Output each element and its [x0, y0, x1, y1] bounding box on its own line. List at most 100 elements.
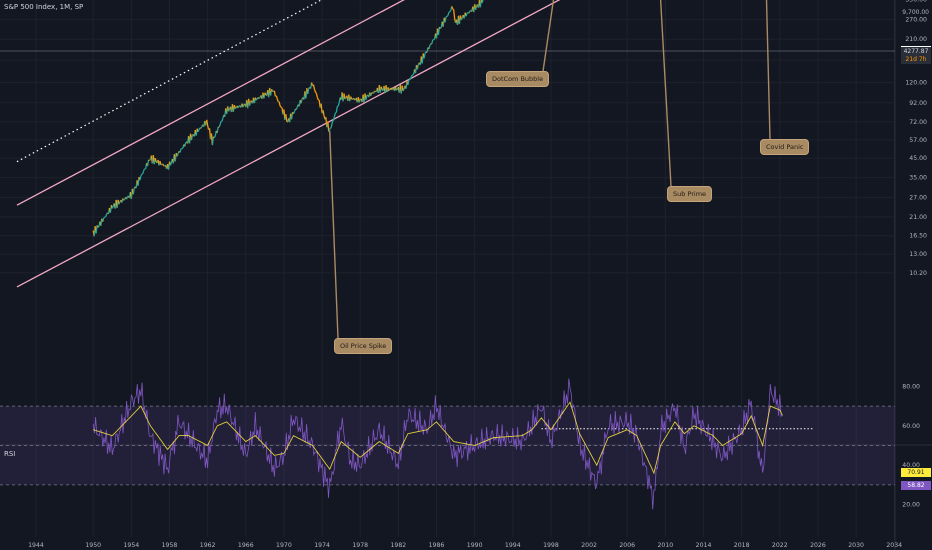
- y-tick-label: 13.00: [909, 251, 927, 258]
- price-segment: [280, 106, 283, 109]
- price-segment: [412, 73, 415, 76]
- price-segment: [218, 124, 221, 128]
- price-segment: [169, 162, 173, 166]
- price-segment: [411, 74, 414, 77]
- price-segment: [433, 38, 436, 41]
- price-segment: [409, 78, 412, 81]
- x-tick-label: 1982: [390, 542, 406, 549]
- price-segment: [160, 163, 163, 166]
- price-segment: [118, 201, 121, 205]
- y-tick-label: 10.20: [909, 270, 927, 277]
- price-segment: [234, 107, 237, 110]
- rsi-tick-label: 40.00: [902, 462, 920, 469]
- x-tick-label: 1966: [238, 542, 254, 549]
- price-segment: [410, 75, 413, 79]
- x-tick-label: 1994: [505, 542, 521, 549]
- price-segment: [257, 97, 260, 99]
- price-segment: [292, 111, 296, 115]
- price-segment: [329, 127, 332, 130]
- price-segment: [179, 148, 182, 153]
- price-segment: [337, 102, 340, 107]
- price-segment: [424, 51, 427, 54]
- price-segment: [200, 126, 203, 129]
- price-segment: [216, 126, 219, 134]
- price-segment: [221, 117, 224, 122]
- price-segment: [279, 105, 282, 108]
- rsi-value-badge: 58.82: [901, 481, 931, 490]
- x-tick-label: 1950: [85, 542, 101, 549]
- x-tick-label: 2006: [619, 542, 635, 549]
- price-segment: [330, 120, 334, 127]
- price-segment: [278, 101, 281, 107]
- rsi-lines: [0, 378, 895, 510]
- annotation-pointer: [659, 0, 672, 187]
- annotation-pointer: [540, 0, 555, 86]
- x-tick-label: 1998: [543, 542, 559, 549]
- x-tick-label: 1990: [467, 542, 483, 549]
- x-tick-label: 2018: [734, 542, 750, 549]
- price-segment: [449, 10, 452, 13]
- price-segment: [423, 53, 426, 59]
- x-tick-label: 2030: [848, 542, 864, 549]
- price-segment: [142, 170, 145, 174]
- price-segment: [335, 111, 337, 114]
- price-segment: [460, 17, 463, 21]
- x-tick-label: 1944: [28, 542, 44, 549]
- rsi-ma-line: [93, 401, 783, 475]
- price-segment: [479, 0, 482, 8]
- price-segment: [316, 97, 319, 101]
- rsi-tick-label: 20.00: [902, 502, 920, 509]
- rsi-tick-label: 60.00: [902, 423, 920, 430]
- sub-prime-label[interactable]: Sub Prime: [667, 186, 713, 202]
- x-tick-label: 1970: [276, 542, 292, 549]
- y-tick-label: 45.00: [909, 155, 927, 162]
- price-segment: [370, 92, 373, 97]
- dotcom-bubble-label[interactable]: DotCom Bubble: [486, 71, 550, 87]
- price-segment: [184, 142, 187, 147]
- price-segment: [197, 128, 200, 133]
- price-segment: [438, 26, 441, 29]
- price-segment: [453, 9, 456, 19]
- x-tick-label: 1978: [352, 542, 368, 549]
- price-segment: [315, 93, 318, 98]
- price-segment: [163, 164, 166, 167]
- price-segment: [300, 98, 303, 104]
- price-segment: [312, 84, 316, 90]
- price-segment: [314, 91, 317, 94]
- channel-lines: [16, 0, 561, 288]
- price-segment: [448, 11, 451, 13]
- price-segment: [264, 92, 267, 96]
- oil-price-spike-label[interactable]: Oil Price Spike: [334, 338, 393, 354]
- top-label: 9,700.00: [902, 9, 929, 16]
- price-segment: [332, 115, 336, 121]
- price-segment: [407, 79, 410, 86]
- rsi-tick-label: 80.00: [902, 383, 920, 390]
- x-tick-label: 1954: [123, 542, 139, 549]
- price-segment: [132, 187, 135, 195]
- price-segment: [219, 121, 222, 126]
- chart-title: S&P 500 Index, 1M, SP: [4, 3, 84, 11]
- covid-panic-label[interactable]: Covid Panic: [760, 139, 810, 155]
- price-segment: [387, 87, 390, 90]
- y-axis-ticks: 7200.005700.003600.002700.002100.001600.…: [905, 0, 927, 277]
- y-tick-label: 210.00: [905, 36, 927, 43]
- price-segment: [255, 98, 258, 101]
- price-segment: [474, 5, 478, 10]
- price-segment: [295, 106, 298, 110]
- countdown-badge: 21d 7h: [901, 55, 931, 64]
- price-segment: [416, 64, 420, 70]
- price-segment: [429, 43, 432, 47]
- price-segment: [198, 127, 201, 130]
- price-badge: 4277.87: [901, 46, 931, 56]
- price-segment: [313, 89, 317, 93]
- price-segment: [358, 99, 361, 103]
- price-segment: [365, 95, 368, 100]
- x-axis-ticks: 1944 1950 1954 1958 1962 1966 1970 1974 1978 1982…: [28, 542, 902, 549]
- price-segment: [242, 104, 245, 108]
- y-tick-label: 120.00: [905, 79, 927, 86]
- price-segment: [103, 216, 106, 219]
- price-segment: [105, 214, 108, 218]
- price-segment: [308, 86, 311, 89]
- price-segment: [237, 105, 240, 109]
